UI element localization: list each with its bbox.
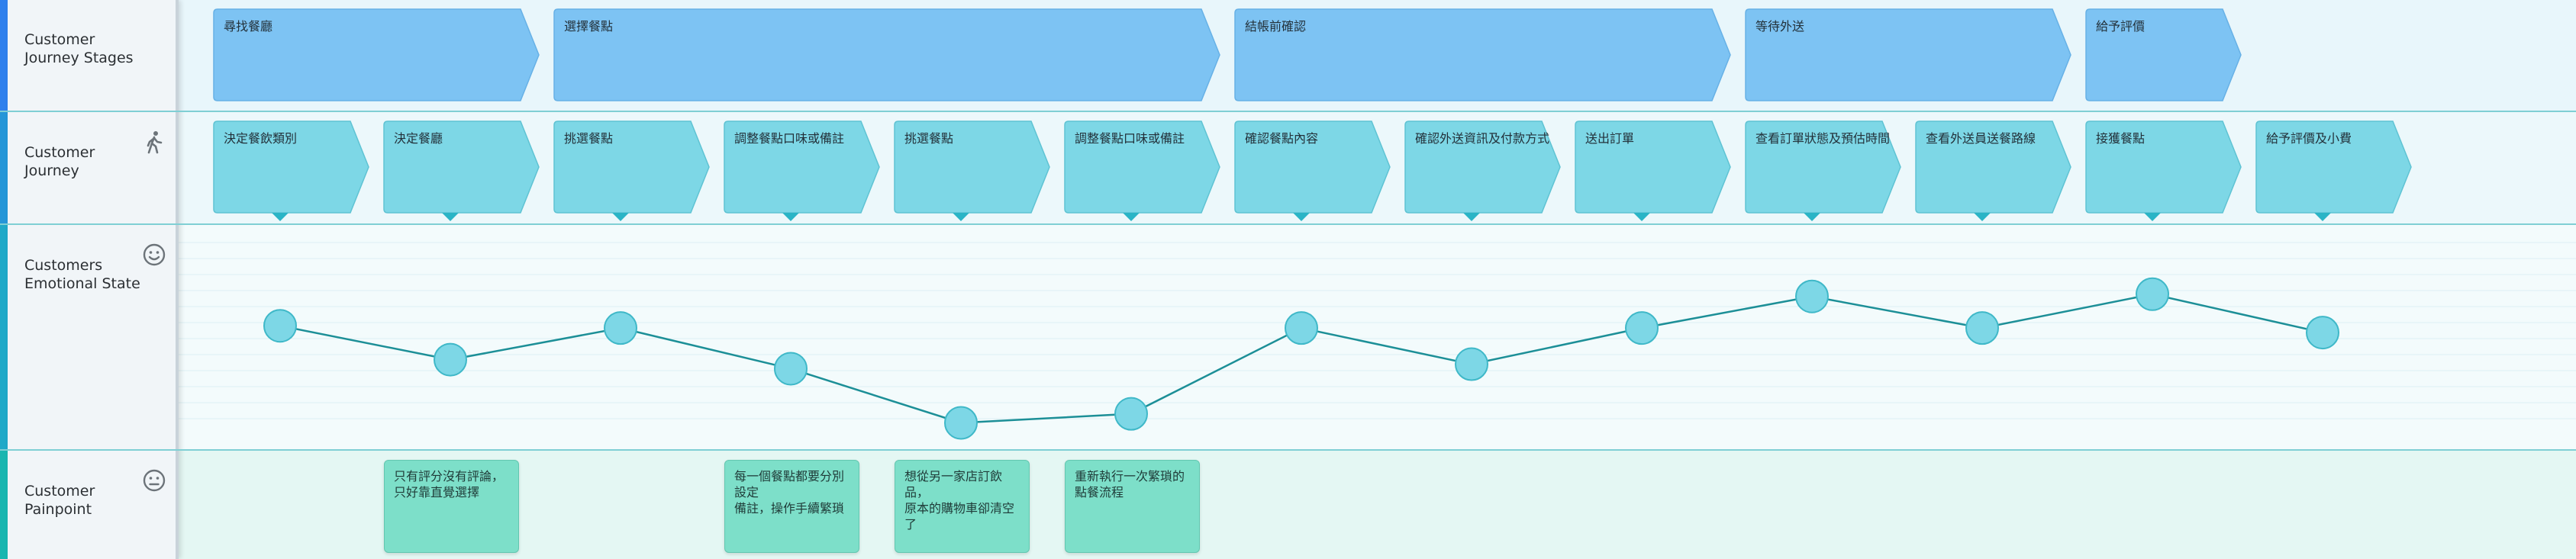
journey-step-chevron	[383, 120, 540, 214]
journey-step-chevron	[724, 120, 880, 214]
step-pointer	[1123, 213, 1140, 221]
accent-strip-painpoint	[0, 450, 8, 559]
emotion-point	[944, 406, 978, 440]
accent-strip-journey	[0, 111, 8, 224]
painpoint-band	[179, 450, 2576, 559]
accent-strip-emotion	[0, 224, 8, 450]
emotion-point	[1285, 311, 1318, 345]
journey-step-chevron	[553, 120, 710, 214]
journey-step-chevron	[1234, 120, 1391, 214]
step-pointer	[272, 213, 289, 221]
row-label-journey: Customer Journey	[24, 144, 95, 179]
step-pointer	[442, 213, 459, 221]
step-pointer	[2314, 213, 2331, 221]
emotion-point	[263, 309, 297, 343]
journey-step-chevron	[1575, 120, 1731, 214]
emotion-point	[2136, 277, 2169, 311]
row-label-emotion: Customers Emotional State	[24, 257, 140, 292]
step-pointer	[1633, 213, 1650, 221]
journey-step-chevron	[1915, 120, 2071, 214]
emotion-point	[1455, 347, 1488, 381]
journey-step-chevron	[1404, 120, 1561, 214]
emotion-point	[1625, 311, 1659, 345]
row-divider	[0, 223, 2576, 225]
journey-step-chevron	[1064, 120, 1220, 214]
emotion-band	[179, 224, 2576, 450]
stage-chevron	[213, 8, 540, 101]
row-label-stages: Customer Journey Stages	[24, 31, 134, 66]
emotion-point	[774, 352, 808, 386]
row-divider	[0, 111, 2576, 112]
journey-step-chevron	[1745, 120, 1901, 214]
emotion-point	[1114, 397, 1148, 431]
stage-chevron	[1745, 8, 2071, 101]
step-pointer	[782, 213, 799, 221]
walking-person-icon	[147, 131, 163, 154]
painpoint-card: 每一個餐點都要分別設定 備註，操作手續繁瑣	[724, 460, 859, 553]
painpoint-card: 重新執行一次繁瑣的 點餐流程	[1065, 460, 1200, 553]
emotion-point	[1795, 279, 1829, 313]
stage-chevron	[1234, 8, 1731, 101]
step-pointer	[1293, 213, 1310, 221]
accent-strip	[0, 0, 8, 559]
stage-chevron	[553, 8, 1220, 101]
stage-chevron	[2085, 8, 2242, 101]
step-pointer	[953, 213, 969, 221]
smiley-face-icon	[143, 243, 166, 266]
step-pointer	[1463, 213, 1480, 221]
painpoint-card: 只有評分沒有評論， 只好靠直覺選擇	[384, 460, 519, 553]
emotion-point	[2306, 316, 2339, 350]
step-pointer	[1804, 213, 1820, 221]
painpoint-card: 想從另一家店訂飲品， 原本的購物車卻清空了	[895, 460, 1030, 553]
row-label-painpoint: Customer Painpoint	[24, 483, 95, 518]
journey-step-chevron	[2085, 120, 2242, 214]
step-pointer	[1974, 213, 1991, 221]
row-divider	[0, 449, 2576, 451]
accent-strip-stages	[0, 0, 8, 111]
step-pointer	[612, 213, 629, 221]
emotion-point	[434, 342, 467, 377]
emotion-point	[1965, 311, 1999, 345]
journey-step-chevron	[894, 120, 1050, 214]
neutral-face-icon	[143, 469, 166, 492]
emotion-point	[604, 311, 637, 345]
journey-step-chevron	[2255, 120, 2412, 214]
journey-step-chevron	[213, 120, 369, 214]
row-label-column: Customer Journey Stages Customer Journey…	[8, 0, 179, 559]
step-pointer	[2144, 213, 2161, 221]
